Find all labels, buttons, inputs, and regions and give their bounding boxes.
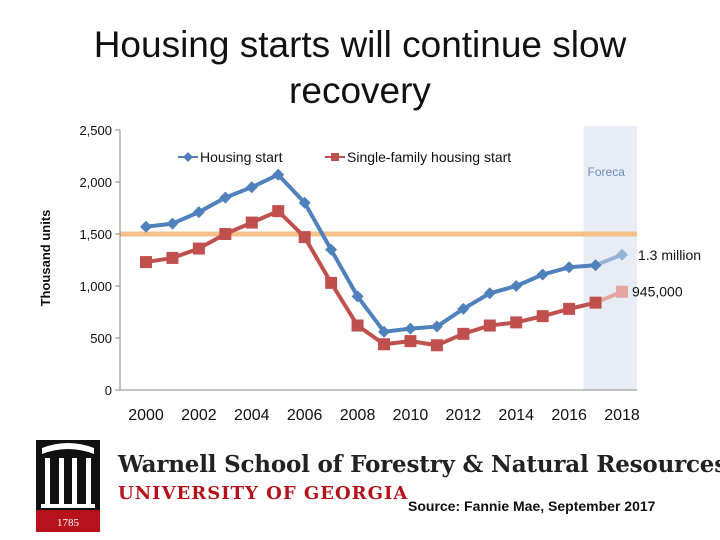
x-tick-label: 2000 (128, 407, 164, 424)
series-line (145, 209, 597, 348)
data-point (536, 310, 549, 323)
data-point (192, 242, 205, 255)
data-point (510, 280, 523, 292)
data-point (298, 231, 311, 244)
data-point (219, 228, 232, 240)
data-point (351, 319, 364, 332)
data-point (378, 325, 390, 338)
series-end-label: 1.3 million (638, 247, 701, 263)
y-tick-label: 1,500 (79, 227, 112, 242)
data-point (272, 205, 285, 218)
legend-label: Single-family housing start (347, 149, 511, 165)
slide-title: Housing starts will continue slow recove… (0, 22, 720, 114)
uga-arch-logo: 1785 (36, 440, 100, 532)
x-tick-label: 2004 (234, 407, 270, 424)
series-housing-start: 1.3 million (140, 168, 701, 338)
data-point (589, 296, 602, 309)
data-point (404, 322, 417, 335)
legend-label: Housing start (200, 149, 283, 165)
legend-marker (331, 153, 339, 161)
data-point (166, 251, 179, 264)
slide-title-line2: recovery (289, 70, 431, 111)
data-point (325, 243, 338, 256)
data-point (140, 256, 152, 269)
y-tick-label: 0 (105, 383, 112, 398)
data-point (616, 285, 628, 298)
data-point (483, 319, 496, 332)
series-line (145, 172, 596, 334)
forecast-label: Foreca (588, 165, 626, 179)
data-point (457, 327, 470, 340)
data-point (351, 290, 364, 303)
data-point (272, 168, 285, 181)
x-tick-label: 2002 (181, 407, 217, 424)
data-point (616, 248, 628, 261)
y-tick-label: 1,000 (79, 279, 112, 294)
series-forecast-line (594, 252, 623, 268)
series-end-label: 945,000 (632, 284, 683, 300)
slide-title-line1: Housing starts will continue slow (93, 24, 627, 65)
y-tick-label: 500 (90, 331, 112, 346)
data-point (589, 259, 602, 272)
data-point (483, 287, 496, 300)
x-tick-label: 2006 (287, 407, 323, 424)
x-tick-label: 2012 (446, 407, 482, 424)
data-point (219, 191, 232, 204)
x-tick-label: 2018 (604, 407, 640, 424)
data-point (378, 338, 390, 351)
y-tick-label: 2,000 (79, 175, 112, 190)
data-point (563, 261, 576, 274)
x-tick-label: 2014 (498, 407, 534, 424)
seal-year: 1785 (57, 517, 80, 529)
data-point (192, 206, 205, 219)
data-point (430, 339, 443, 352)
y-tick-label: 2,500 (79, 123, 112, 138)
data-point (298, 196, 311, 209)
data-point (563, 302, 576, 315)
data-point (325, 276, 338, 289)
data-point (510, 316, 523, 329)
data-point (404, 335, 417, 348)
data-point (430, 320, 443, 333)
y-axis-label: Thousand units (38, 209, 53, 307)
data-point (457, 302, 470, 315)
school-name: Warnell School of Forestry & Natural Res… (118, 451, 720, 478)
source-note: Source: Fannie Mae, September 2017 (408, 498, 656, 514)
x-tick-label: 2010 (393, 407, 429, 424)
data-point (166, 217, 179, 230)
data-point (536, 268, 549, 281)
x-tick-label: 2008 (340, 407, 376, 424)
university-name: UNIVERSITY OF GEORGIA (118, 483, 409, 504)
x-tick-label: 2016 (551, 407, 587, 424)
data-point (245, 181, 258, 194)
legend-marker (183, 152, 193, 162)
series-single-family: 945,000 (140, 205, 683, 352)
data-point (245, 216, 258, 229)
data-point (140, 220, 152, 233)
